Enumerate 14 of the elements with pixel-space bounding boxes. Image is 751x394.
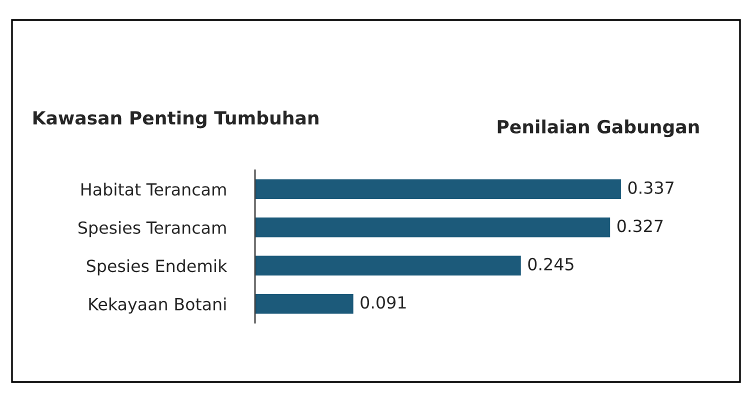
data-label: 0.337 bbox=[628, 181, 674, 194]
y-axis-title: Kawasan Penting Tumbuhan bbox=[33, 110, 318, 128]
bar bbox=[255, 178, 622, 200]
y-tick-label: Habitat Terancam bbox=[81, 182, 226, 196]
bar bbox=[255, 292, 355, 316]
data-label: 0.327 bbox=[617, 220, 663, 232]
bar bbox=[255, 216, 612, 239]
y-tick-label: Spesies Terancam bbox=[78, 221, 226, 238]
x-axis-title: Penilaian Gabungan bbox=[498, 120, 699, 138]
bar bbox=[255, 254, 522, 277]
data-label: 0.091 bbox=[360, 296, 406, 309]
y-tick-label: Kekayaan Botani bbox=[89, 298, 226, 314]
data-label: 0.245 bbox=[528, 258, 574, 270]
y-tick-label: Spesies Endemik bbox=[86, 259, 228, 276]
